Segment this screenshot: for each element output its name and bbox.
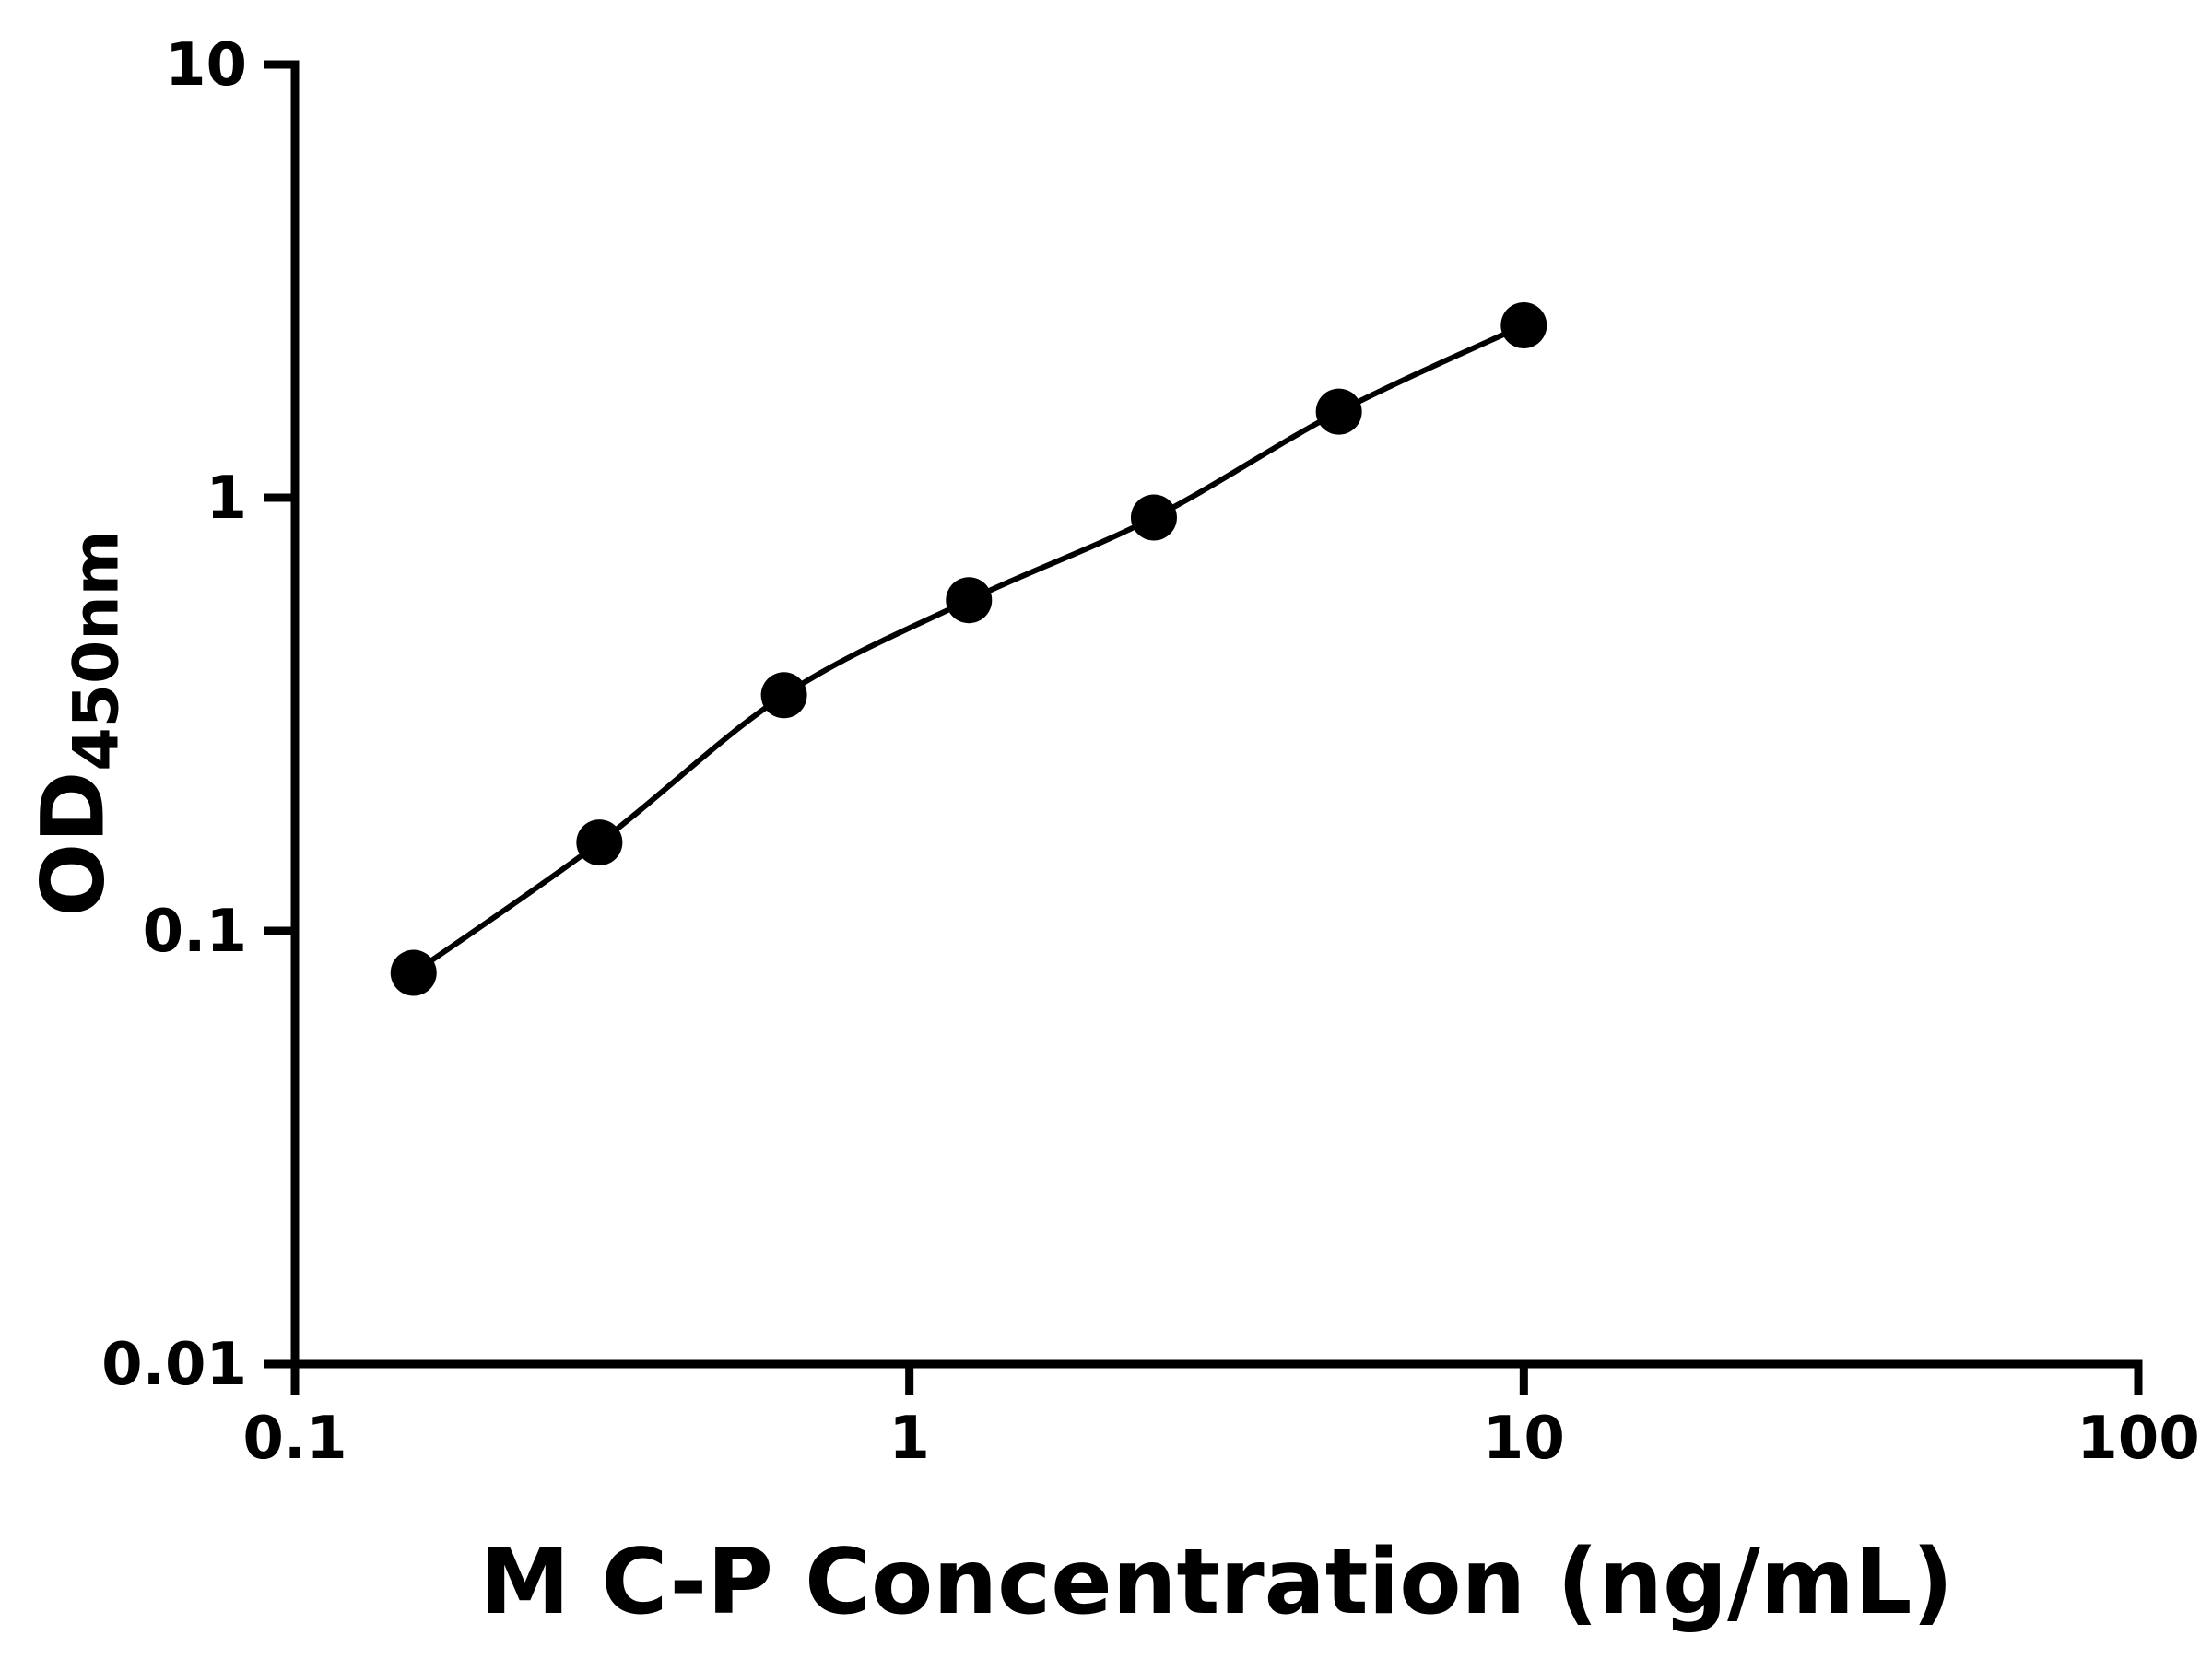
data-point-marker <box>1315 388 1362 435</box>
x-axis-label: M C-P Concentration (ng/mL) <box>479 1530 1954 1635</box>
data-point-marker <box>1500 301 1547 348</box>
x-tick-label: 10 <box>1483 1405 1565 1473</box>
y-axis-label-sub: 450nm <box>60 530 134 771</box>
y-tick-label: 0.1 <box>143 898 247 966</box>
x-tick-label: 0.1 <box>242 1405 347 1473</box>
axes-lines <box>290 60 2143 1369</box>
data-point-marker <box>946 577 993 624</box>
data-point-marker <box>760 672 807 719</box>
y-tick-label: 0.01 <box>101 1331 247 1399</box>
x-tick-label: 1 <box>888 1405 930 1473</box>
data-point-marker <box>576 819 623 866</box>
data-point-marker <box>1130 494 1177 541</box>
data-point-marker <box>390 949 437 996</box>
y-axis-label: OD450nm <box>24 530 134 916</box>
y-axis-label-main: OD <box>23 771 124 917</box>
x-tick-label: 100 <box>2077 1405 2200 1473</box>
y-tick-label: 1 <box>206 465 247 533</box>
y-tick-label: 10 <box>165 31 247 100</box>
